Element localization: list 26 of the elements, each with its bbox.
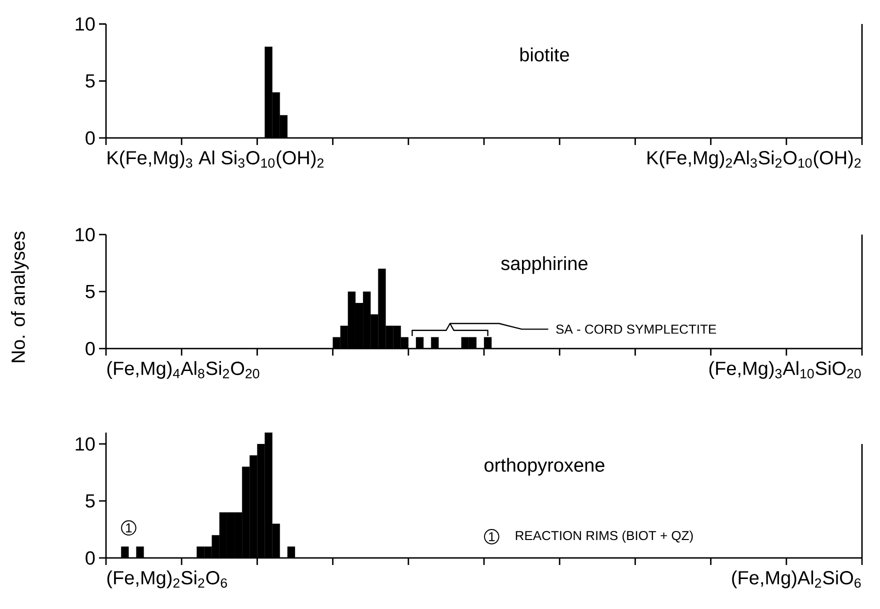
bar (121, 546, 129, 558)
text: sapphirine (501, 256, 588, 274)
text: (Fe,Mg)$_{3}$Al$_{10}$SiO$_{20}$ (709, 361, 861, 379)
text: (Fe,Mg)$_{2}$Si$_{2}$O$_{6}$ (107, 570, 227, 588)
bar (287, 546, 296, 558)
annotation: 1 (489, 532, 495, 542)
text: (Fe,Mg)Al$_{2}$SiO$_{6}$ (732, 570, 861, 588)
text: orthopyroxene (484, 458, 604, 476)
y-tick-label: 0 (86, 342, 95, 356)
y-tick-label: 10 (76, 17, 95, 31)
y-tick-label: 10 (76, 228, 95, 242)
bar (136, 546, 144, 558)
annotation: SA - CORD SYMPLECTITE (556, 324, 716, 334)
text: K(Fe,Mg)$_{2}$Al$_{3}$Si$_{2}$O$_{10}$(OH)$_{2}$ (648, 150, 861, 168)
y-axis-title: No. of analyses (10, 232, 29, 362)
y-tick-label: 10 (76, 437, 95, 451)
y-tick-label: 0 (86, 551, 95, 565)
y-tick-label: 0 (86, 131, 95, 145)
annotation: REACTION RIMS (BIOT + QZ) (516, 530, 693, 543)
annotation: 1 (126, 523, 132, 532)
text: K(Fe,Mg)$_{3}$ Al Si$_{3}$O$_{10}$(OH)$_{2}$ (108, 150, 324, 168)
text: (Fe,Mg)$_{4}$Al$_{8}$Si$_{2}$O$_{20}$ (107, 361, 260, 379)
y-tick-label: 5 (86, 74, 95, 88)
text: biotite (520, 47, 569, 62)
y-tick-label: 5 (86, 284, 95, 298)
y-tick-label: 5 (86, 494, 95, 508)
